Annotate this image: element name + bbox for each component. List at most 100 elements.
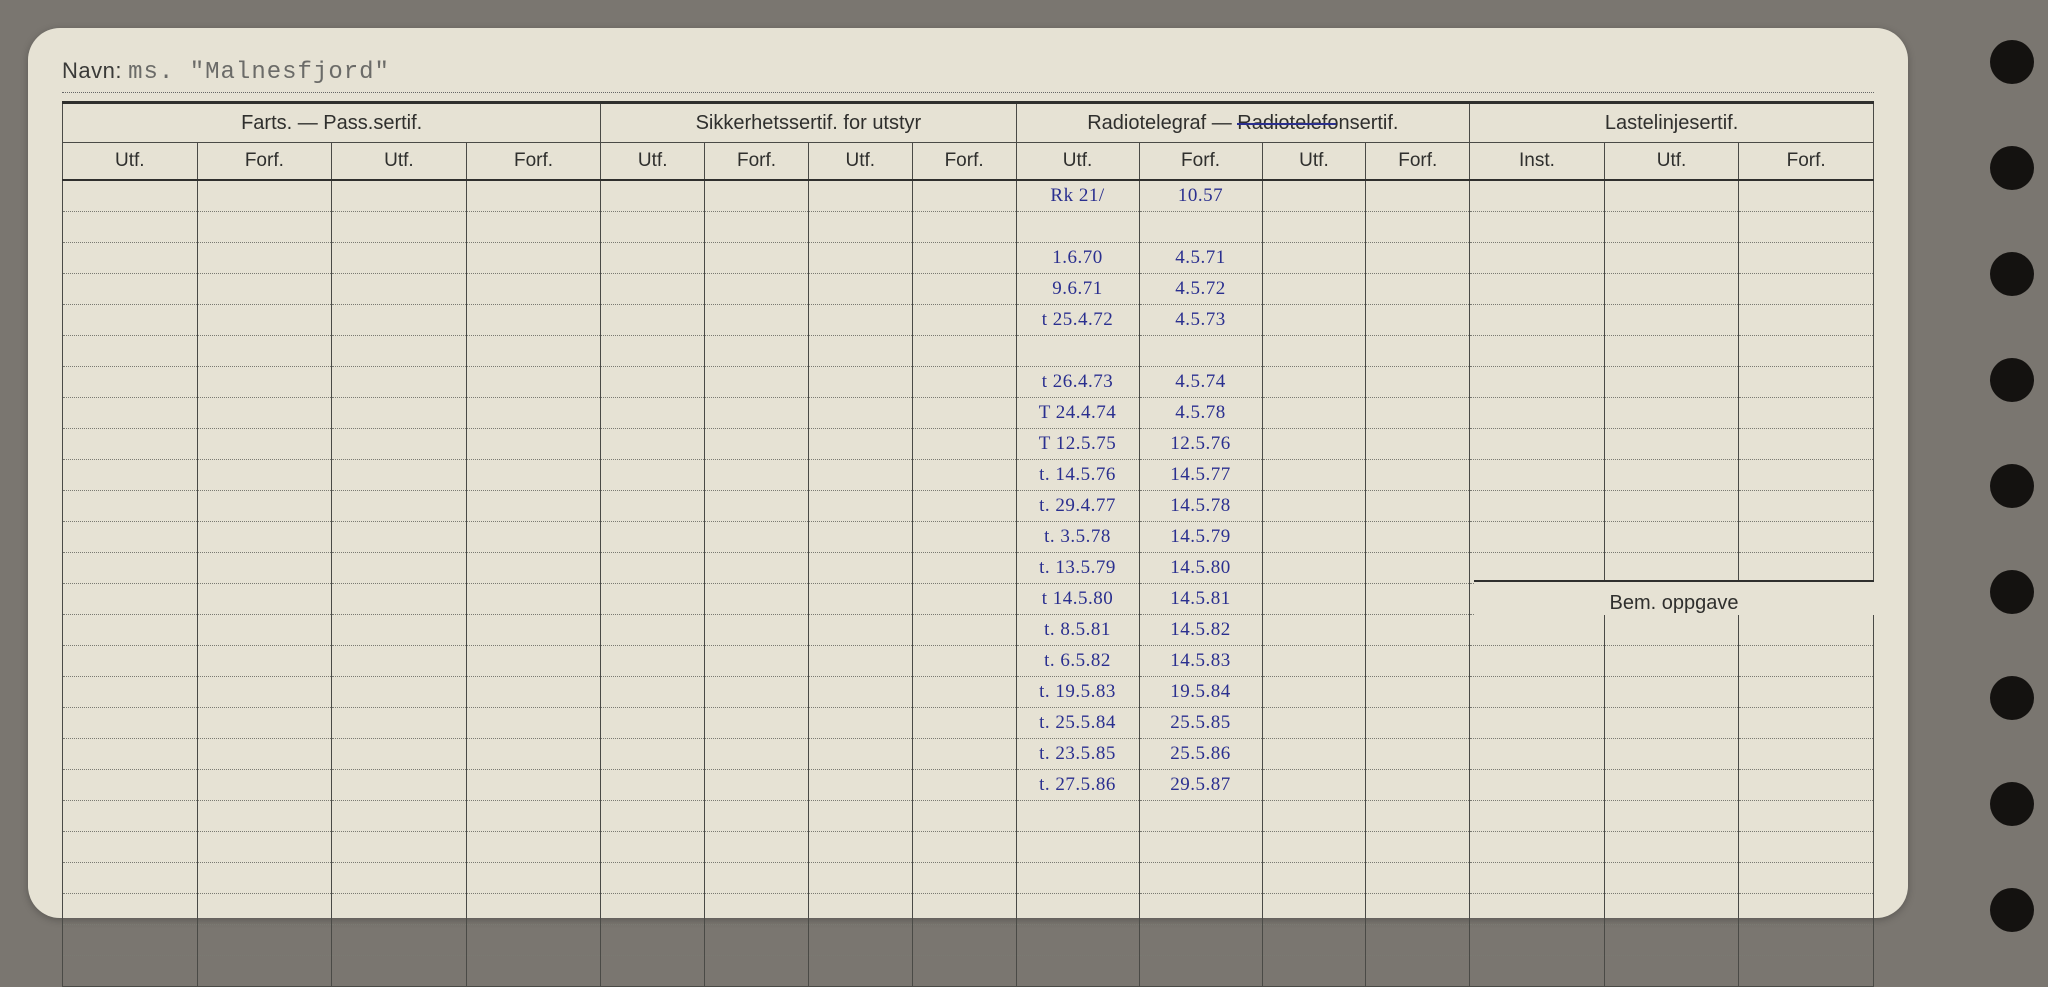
hole-icon xyxy=(1990,464,2034,508)
cell xyxy=(705,398,809,429)
cell xyxy=(1366,305,1470,336)
cell xyxy=(63,956,198,987)
cell xyxy=(1470,460,1605,491)
table-row xyxy=(63,956,1874,987)
cell xyxy=(912,770,1016,801)
cell xyxy=(466,305,601,336)
cell xyxy=(912,584,1016,615)
cell xyxy=(466,925,601,956)
cell xyxy=(1366,212,1470,243)
cell xyxy=(601,801,705,832)
table-row xyxy=(63,801,1874,832)
cell xyxy=(1366,832,1470,863)
cell: 1.6.70 xyxy=(1016,243,1139,274)
cell xyxy=(197,243,332,274)
cell xyxy=(332,305,467,336)
cell xyxy=(1604,367,1739,398)
handwritten-utf: t. 29.4.77 xyxy=(1039,495,1116,516)
cell xyxy=(912,367,1016,398)
cell xyxy=(1739,646,1874,677)
cell xyxy=(1366,336,1470,367)
table-row: t. 29.4.77 14.5.78 xyxy=(63,491,1874,522)
cell xyxy=(1262,522,1366,553)
cell xyxy=(912,739,1016,770)
cell xyxy=(808,398,912,429)
cell xyxy=(1262,770,1366,801)
cell xyxy=(705,553,809,584)
handwritten-forf: 14.5.82 xyxy=(1170,619,1231,640)
cell xyxy=(1604,553,1739,584)
cell: T 12.5.75 xyxy=(1016,429,1139,460)
cell xyxy=(1262,677,1366,708)
cell xyxy=(197,305,332,336)
cell xyxy=(466,522,601,553)
cell xyxy=(197,832,332,863)
cell xyxy=(1262,460,1366,491)
cell xyxy=(332,274,467,305)
cell xyxy=(705,336,809,367)
cell xyxy=(332,336,467,367)
cell xyxy=(466,180,601,212)
cell xyxy=(466,615,601,646)
cell xyxy=(466,894,601,925)
cell xyxy=(601,243,705,274)
cell xyxy=(601,739,705,770)
table-row: T 12.5.7512.5.76 xyxy=(63,429,1874,460)
cell xyxy=(1604,739,1739,770)
cell xyxy=(63,243,198,274)
cell xyxy=(466,956,601,987)
handwritten-utf: t. 13.5.79 xyxy=(1039,557,1116,578)
cell xyxy=(1366,801,1470,832)
cell xyxy=(332,212,467,243)
cell xyxy=(808,274,912,305)
cell xyxy=(705,863,809,894)
table-row xyxy=(63,212,1874,243)
cell xyxy=(601,367,705,398)
cell: t. 6.5.82 xyxy=(1016,646,1139,677)
handwritten-forf: 4.5.78 xyxy=(1175,402,1226,423)
cell xyxy=(705,894,809,925)
cell xyxy=(1739,305,1874,336)
cell xyxy=(1739,615,1874,646)
cell xyxy=(1470,615,1605,646)
cell xyxy=(1139,832,1262,863)
cell: t. 25.5.84 xyxy=(1016,708,1139,739)
cell: 4.5.78 xyxy=(1139,398,1262,429)
cell: t. 19.5.83 xyxy=(1016,677,1139,708)
cell xyxy=(332,677,467,708)
hole-icon xyxy=(1990,888,2034,932)
cell xyxy=(808,925,912,956)
cell xyxy=(705,832,809,863)
cell xyxy=(808,491,912,522)
handwritten-forf: 14.5.78 xyxy=(1170,495,1231,516)
col-forf: Forf. xyxy=(466,143,601,181)
cell xyxy=(1470,832,1605,863)
cell xyxy=(601,180,705,212)
hole-icon xyxy=(1990,570,2034,614)
cell xyxy=(1604,615,1739,646)
cell xyxy=(63,429,198,460)
cell xyxy=(912,894,1016,925)
cell xyxy=(1604,801,1739,832)
cell xyxy=(912,243,1016,274)
cell xyxy=(332,894,467,925)
cell xyxy=(1139,894,1262,925)
handwritten-forf: 29.5.87 xyxy=(1170,774,1231,795)
cell xyxy=(332,863,467,894)
cell xyxy=(1739,894,1874,925)
cell xyxy=(1470,305,1605,336)
table-row: t. 13.5.7914.5.80 xyxy=(63,553,1874,584)
cell xyxy=(601,832,705,863)
cell xyxy=(912,274,1016,305)
cell xyxy=(601,336,705,367)
cell xyxy=(912,677,1016,708)
col-utf: Utf. xyxy=(1016,143,1139,181)
cell xyxy=(1262,615,1366,646)
cell xyxy=(1739,429,1874,460)
hole-icon xyxy=(1990,252,2034,296)
cell xyxy=(808,212,912,243)
cell xyxy=(808,894,912,925)
cell xyxy=(1739,739,1874,770)
cell xyxy=(808,739,912,770)
cell xyxy=(332,925,467,956)
